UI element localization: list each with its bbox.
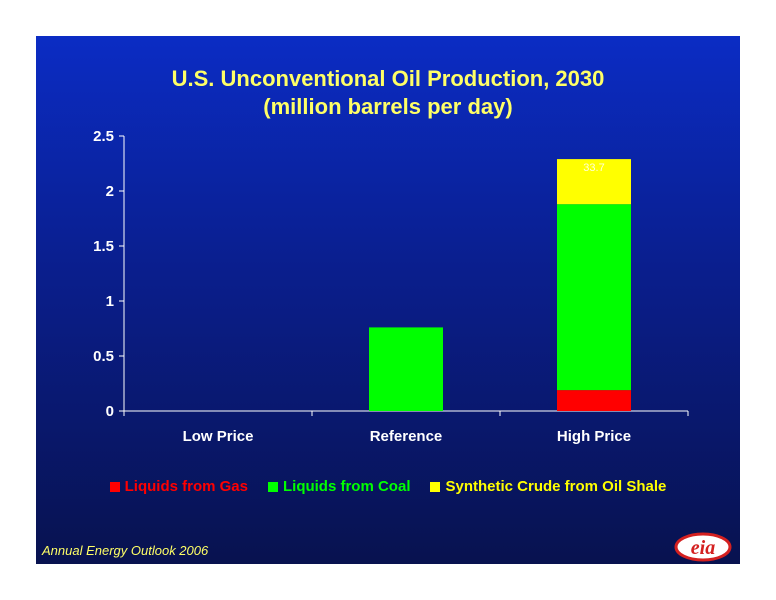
legend-item-liquids-from-coal: Liquids from Coal: [267, 478, 411, 495]
bar-annotation: 33.7: [583, 162, 604, 174]
legend-swatch-shale: [430, 481, 441, 492]
footer-source: Annual Energy Outlook 2006: [42, 543, 209, 558]
chart-title: U.S. Unconventional Oil Production, 2030: [171, 66, 605, 91]
bar-liquids-from-gas-high-price: [557, 390, 631, 411]
x-tick-label: High Price: [557, 428, 631, 445]
bar-synthetic-crude-from-oil-shale-high-price: [557, 159, 631, 205]
slide: 0 0.5 1 1.5 2 2.5 Low Price Reference High Price…: [36, 36, 740, 564]
legend-swatch-gas: [109, 481, 120, 492]
bar-liquids-from-coal-reference: [369, 327, 443, 411]
legend-swatch-coal: [267, 481, 278, 492]
legend-label-coal: Liquids from Coal: [282, 478, 411, 495]
y-tick-label: 1: [106, 293, 114, 310]
legend-label-shale: Synthetic Crude from Oil Shale: [445, 478, 667, 495]
x-tick-label: Low Price: [183, 428, 254, 445]
chart-subtitle: (million barrels per day): [263, 94, 513, 119]
eia-logo-oval: [674, 532, 732, 562]
y-tick-label: 2.5: [93, 128, 114, 145]
legend-item-oil-shale: Synthetic Crude from Oil Shale: [430, 478, 666, 495]
y-tick-label: 0: [106, 403, 114, 420]
legend-item-liquids-from-gas: Liquids from Gas: [109, 478, 248, 495]
eia-logo: eia: [674, 532, 732, 562]
y-tick-label: 1.5: [93, 238, 114, 255]
chart: 0 0.5 1 1.5 2 2.5 Low Price Reference High Price…: [93, 128, 689, 445]
legend-label-gas: Liquids from Gas: [124, 478, 248, 495]
x-tick-label: Reference: [370, 428, 443, 445]
legend: Liquids from Gas Liquids from Coal Synth…: [36, 478, 740, 495]
bar-liquids-from-coal-high-price: [557, 204, 631, 391]
eia-logo-text: eia: [691, 537, 715, 559]
y-tick-label: 2: [106, 183, 114, 200]
y-tick-label: 0.5: [93, 348, 114, 365]
